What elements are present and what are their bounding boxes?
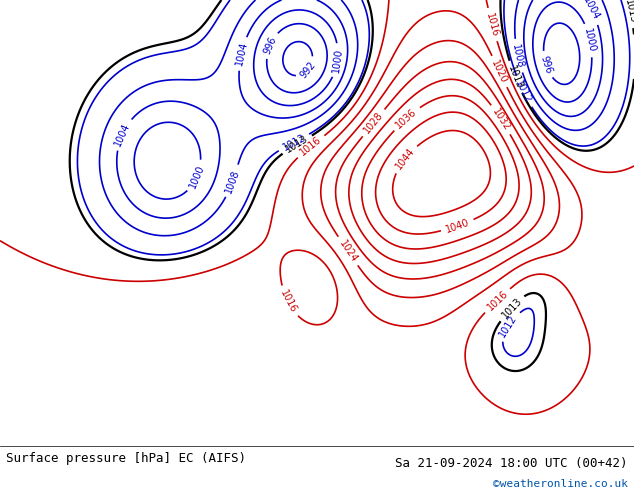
Text: 1032: 1032 <box>490 106 512 133</box>
Text: 1000: 1000 <box>188 163 207 190</box>
Text: 1004: 1004 <box>581 0 601 22</box>
Text: 1004: 1004 <box>113 121 132 147</box>
Text: 1016: 1016 <box>298 135 323 158</box>
Text: 1028: 1028 <box>362 110 385 136</box>
Text: 1016: 1016 <box>278 289 298 315</box>
Text: 1000: 1000 <box>583 27 597 53</box>
Text: 1020: 1020 <box>489 58 509 85</box>
Text: 1012: 1012 <box>281 132 307 152</box>
Text: 1000: 1000 <box>331 48 344 73</box>
Text: Surface pressure [hPa] EC (AIFS): Surface pressure [hPa] EC (AIFS) <box>6 452 247 465</box>
Text: 1012: 1012 <box>514 78 533 105</box>
Text: 1012: 1012 <box>498 313 519 339</box>
Text: Sa 21-09-2024 18:00 UTC (00+42): Sa 21-09-2024 18:00 UTC (00+42) <box>395 457 628 469</box>
Text: ©weatheronline.co.uk: ©weatheronline.co.uk <box>493 479 628 489</box>
Text: 1040: 1040 <box>444 217 470 235</box>
Text: 992: 992 <box>299 59 318 80</box>
Text: 1013: 1013 <box>506 64 524 90</box>
Text: 1013: 1013 <box>284 134 310 155</box>
Text: 1016: 1016 <box>485 289 510 313</box>
Text: 1013: 1013 <box>500 295 524 320</box>
Text: 996: 996 <box>538 54 553 75</box>
Text: 1036: 1036 <box>394 106 419 130</box>
Text: 1008: 1008 <box>510 43 526 69</box>
Text: 996: 996 <box>262 35 278 55</box>
Text: 1024: 1024 <box>337 238 359 264</box>
Text: 1044: 1044 <box>394 146 417 171</box>
Text: 1013: 1013 <box>623 0 634 24</box>
Text: 1008: 1008 <box>224 168 242 194</box>
Text: 1004: 1004 <box>234 41 249 67</box>
Text: 1016: 1016 <box>484 11 500 38</box>
